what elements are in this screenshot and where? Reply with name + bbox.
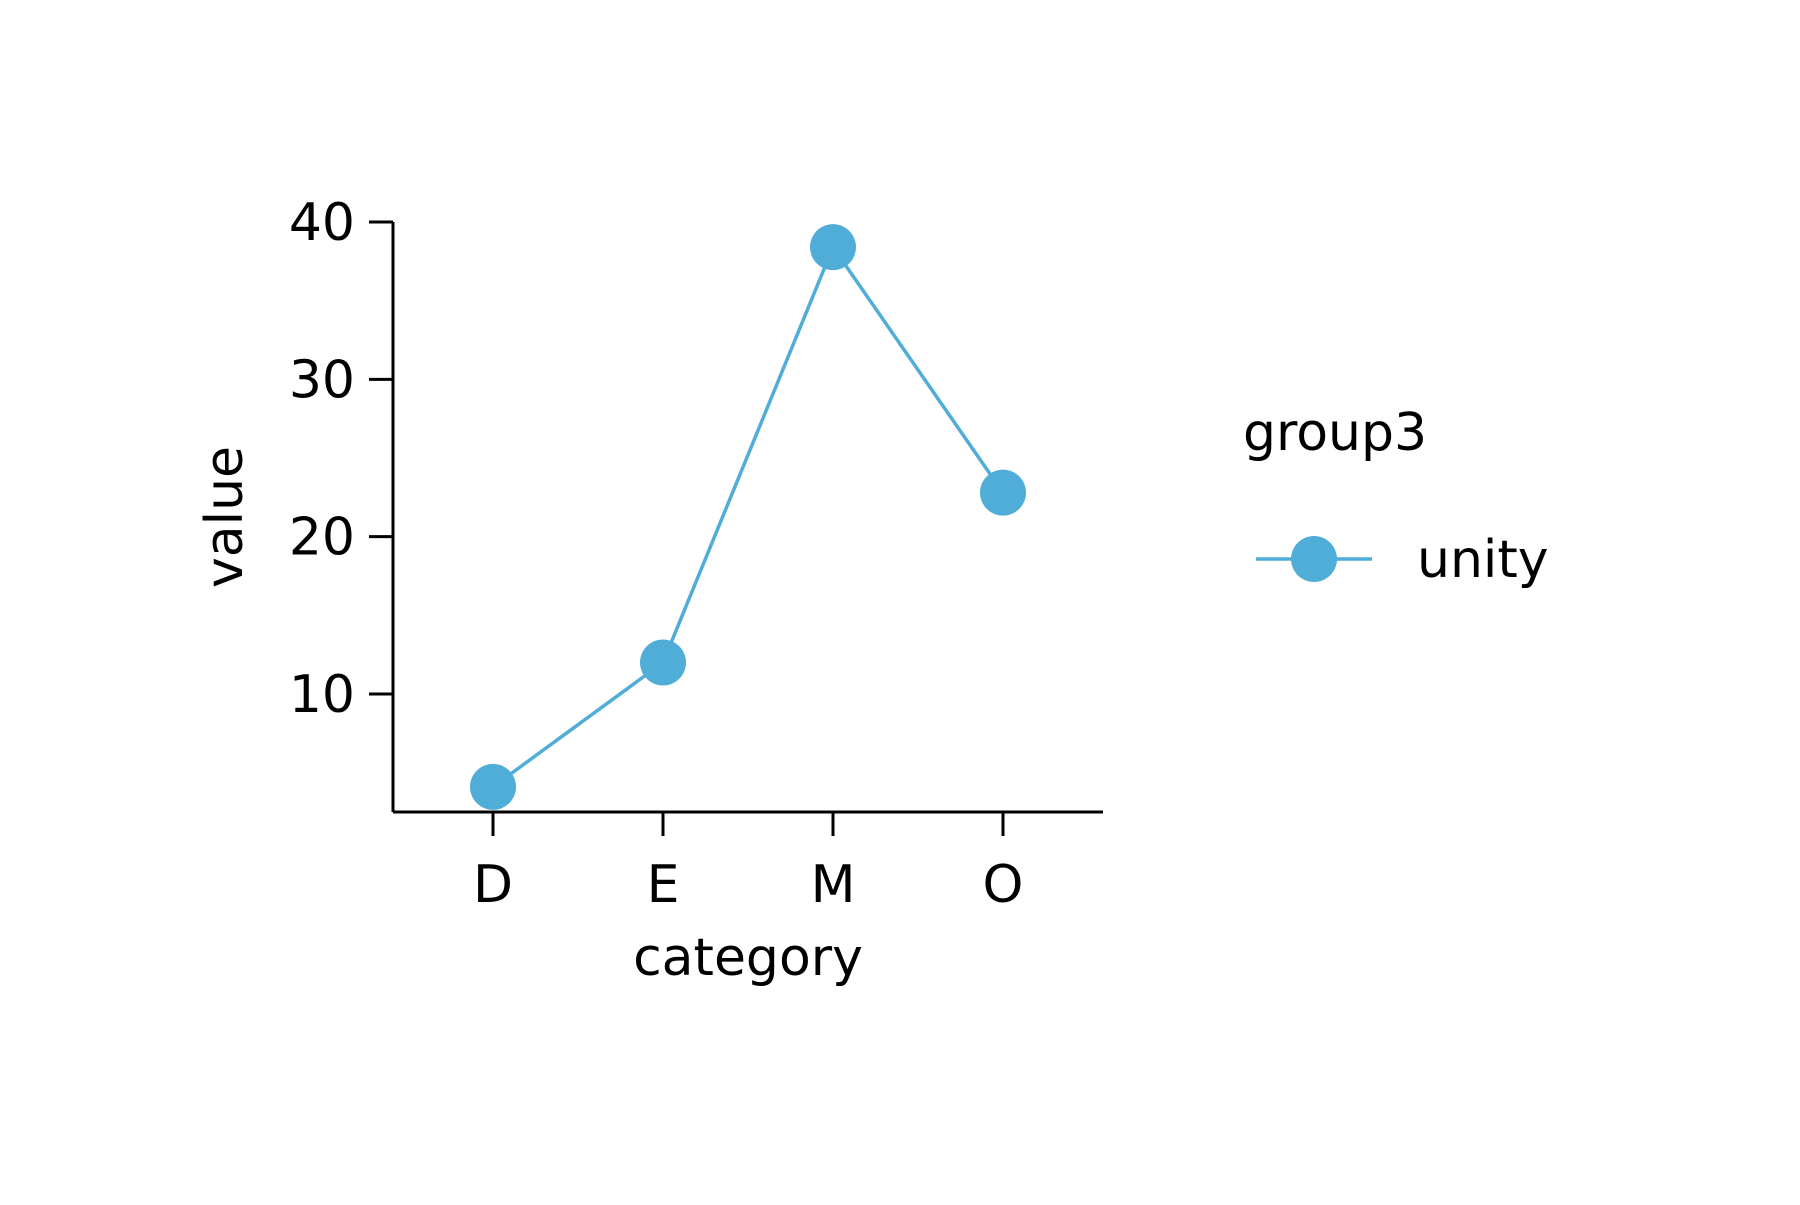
- series-line: [491, 243, 1005, 789]
- legend-items: unity: [1256, 530, 1549, 590]
- data-point: [640, 639, 686, 686]
- series-layer: [470, 224, 1026, 810]
- y-tick-label: 10: [289, 665, 355, 725]
- data-point: [470, 763, 516, 810]
- legend-marker: [1291, 536, 1337, 582]
- y-tick-label: 40: [289, 193, 355, 253]
- legend: group3 unity: [1243, 403, 1549, 590]
- y-tick-label: 20: [289, 508, 355, 568]
- legend-label: unity: [1417, 530, 1549, 590]
- data-point: [810, 224, 856, 271]
- x-tick-label: M: [811, 855, 856, 915]
- axes: 10 20 30 40 D E M O category value: [195, 193, 1103, 988]
- y-axis-ticks: 10 20 30 40: [289, 193, 393, 725]
- legend-title: group3: [1243, 403, 1427, 463]
- x-tick-label: O: [983, 855, 1024, 915]
- y-axis-title: value: [195, 446, 255, 588]
- x-tick-label: D: [473, 855, 513, 915]
- x-axis-title: category: [633, 928, 863, 988]
- y-tick-label: 30: [289, 350, 355, 410]
- data-point: [980, 469, 1026, 516]
- x-tick-label: E: [647, 855, 680, 915]
